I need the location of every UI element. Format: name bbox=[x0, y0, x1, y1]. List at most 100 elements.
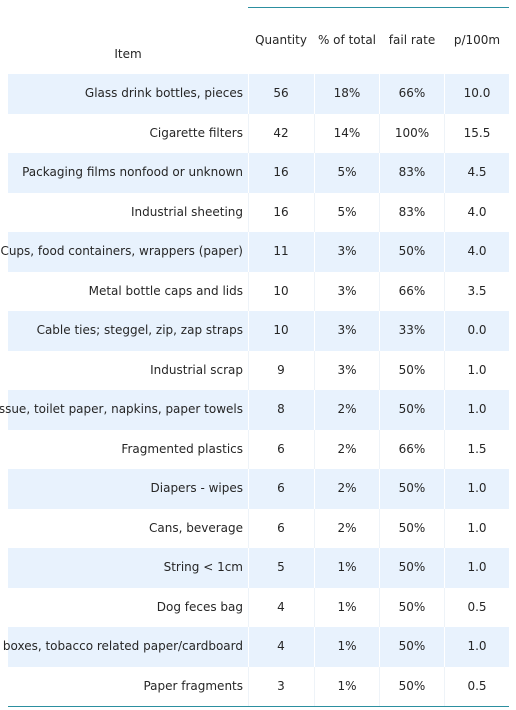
pct-total-cell: 1% bbox=[315, 588, 379, 628]
table-row: Diapers - wipes 6 2% 50% 1.0 bbox=[8, 469, 509, 509]
fail-rate-cell-text: 50% bbox=[398, 520, 426, 535]
column-header-item[interactable]: Item bbox=[8, 8, 248, 74]
column-header-fail-rate-label: fail rate bbox=[388, 33, 436, 47]
item-cell-text: Industrial sheeting bbox=[131, 204, 243, 219]
p100m-cell-text: 4.0 bbox=[467, 204, 487, 219]
column-divider bbox=[444, 153, 445, 193]
column-divider bbox=[248, 350, 249, 390]
p100m-cell-text: 0.5 bbox=[467, 599, 487, 614]
column-divider bbox=[444, 390, 445, 430]
fail-rate-cell-text: 50% bbox=[398, 244, 426, 258]
table-row: Industrial sheeting 16 5% 83% 4.0 bbox=[8, 192, 509, 233]
item-cell-text: Diapers - wipes bbox=[150, 481, 243, 495]
item-cell-text: Cable ties; steggel, zip, zap straps bbox=[36, 323, 243, 337]
fail-rate-cell-text: 83% bbox=[398, 204, 426, 219]
item-cell-text: Industrial scrap bbox=[150, 362, 243, 377]
column-header-fail-rate[interactable]: fail rate bbox=[380, 8, 444, 74]
item-cell-text: Dog feces bag bbox=[156, 599, 243, 614]
p100m-cell: 10.0 bbox=[445, 74, 509, 114]
pct-total-cell: 2% bbox=[315, 390, 379, 430]
pct-total-cell-text: 2% bbox=[337, 520, 357, 535]
column-divider bbox=[314, 469, 315, 509]
column-header-quantity[interactable]: Quantity bbox=[248, 8, 314, 74]
quantity-cell-text: 42 bbox=[273, 125, 289, 140]
fail-rate-cell: 50% bbox=[380, 509, 444, 549]
column-divider bbox=[379, 469, 380, 509]
p100m-cell-text: 1.0 bbox=[467, 639, 487, 653]
pct-total-cell: 2% bbox=[315, 509, 379, 549]
pct-total-cell: 5% bbox=[315, 153, 379, 193]
pct-total-cell-text: 1% bbox=[337, 639, 357, 653]
p100m-cell-text: 1.0 bbox=[467, 560, 487, 574]
column-divider bbox=[379, 508, 380, 548]
quantity-cell-text: 8 bbox=[277, 402, 285, 416]
column-header-quantity-label: Quantity bbox=[255, 33, 307, 47]
pct-total-cell: 3% bbox=[315, 351, 379, 391]
pct-total-cell-text: 2% bbox=[337, 402, 357, 416]
item-cell-text: Glass drink bottles, pieces bbox=[84, 86, 243, 100]
column-divider bbox=[379, 627, 380, 667]
quantity-cell: 9 bbox=[248, 351, 314, 391]
column-header-item-label: Item bbox=[114, 47, 142, 61]
table-row: Fragmented plastics 6 2% 66% 1.5 bbox=[8, 429, 509, 470]
column-header-pct-total-label: % of total bbox=[317, 33, 377, 47]
p100m-cell-text: 10.0 bbox=[463, 86, 491, 100]
pct-total-cell: 2% bbox=[315, 469, 379, 509]
quantity-cell: 11 bbox=[248, 232, 314, 272]
pct-total-cell: 1% bbox=[315, 627, 379, 667]
column-divider bbox=[314, 271, 315, 311]
item-cell-text: Cans, beverage bbox=[149, 520, 243, 535]
p100m-cell: 0.0 bbox=[445, 311, 509, 351]
column-divider bbox=[444, 429, 445, 469]
table-row: Metal bottle caps and lids 10 3% 66% 3.5 bbox=[8, 271, 509, 312]
column-divider bbox=[379, 113, 380, 153]
column-divider bbox=[314, 390, 315, 430]
fail-rate-cell: 66% bbox=[380, 430, 444, 470]
p100m-cell: 1.0 bbox=[445, 390, 509, 430]
column-divider bbox=[248, 627, 249, 667]
table-row: Tissue, toilet paper, napkins, paper tow… bbox=[0, 390, 509, 430]
column-divider bbox=[444, 508, 445, 548]
item-cell: Metal bottle caps and lids bbox=[8, 272, 243, 312]
item-cell: Paper fragments bbox=[8, 667, 243, 707]
table-row: Dog feces bag 4 1% 50% 0.5 bbox=[8, 587, 509, 628]
fail-rate-cell-text: 100% bbox=[394, 125, 430, 140]
p100m-cell-text: 3.5 bbox=[467, 283, 487, 298]
column-divider bbox=[248, 74, 249, 114]
p100m-cell: 4.0 bbox=[445, 193, 509, 233]
item-cell: Packaging films nonfood or unknown bbox=[8, 153, 243, 193]
p100m-cell: 3.5 bbox=[445, 272, 509, 312]
column-divider bbox=[444, 232, 445, 272]
item-cell-text: Paper fragments bbox=[143, 678, 243, 693]
column-divider bbox=[444, 113, 445, 153]
item-cell: Cigarette filters bbox=[8, 114, 243, 154]
column-divider bbox=[379, 390, 380, 430]
column-header-pct-total[interactable]: % of total bbox=[315, 8, 379, 74]
p100m-cell-text: 1.0 bbox=[467, 402, 487, 416]
column-divider bbox=[314, 508, 315, 548]
column-divider bbox=[248, 113, 249, 153]
fail-rate-cell: 50% bbox=[380, 588, 444, 628]
fail-rate-cell: 66% bbox=[380, 272, 444, 312]
fail-rate-cell: 100% bbox=[380, 114, 444, 154]
p100m-cell: 0.5 bbox=[445, 588, 509, 628]
quantity-cell-text: 4 bbox=[277, 639, 285, 653]
quantity-cell: 8 bbox=[248, 390, 314, 430]
pct-total-cell-text: 3% bbox=[337, 283, 357, 298]
column-divider bbox=[444, 587, 445, 627]
pct-total-cell-text: 3% bbox=[337, 323, 357, 337]
fail-rate-cell-text: 66% bbox=[398, 283, 426, 298]
item-cell-text: Cigarette boxes, tobacco related paper/c… bbox=[0, 639, 243, 653]
quantity-cell: 10 bbox=[248, 272, 314, 312]
p100m-cell: 1.5 bbox=[445, 430, 509, 470]
column-divider bbox=[314, 429, 315, 469]
item-cell: Industrial sheeting bbox=[8, 193, 243, 233]
item-cell: Cups, food containers, wrappers (paper) bbox=[0, 232, 243, 272]
fail-rate-cell: 50% bbox=[380, 548, 444, 588]
p100m-cell: 1.0 bbox=[445, 469, 509, 509]
pct-total-cell-text: 2% bbox=[337, 481, 357, 495]
column-header-p100m[interactable]: p/100m bbox=[445, 8, 509, 74]
fail-rate-cell-text: 50% bbox=[398, 362, 426, 377]
quantity-cell-text: 16 bbox=[273, 204, 289, 219]
quantity-cell: 10 bbox=[248, 311, 314, 351]
